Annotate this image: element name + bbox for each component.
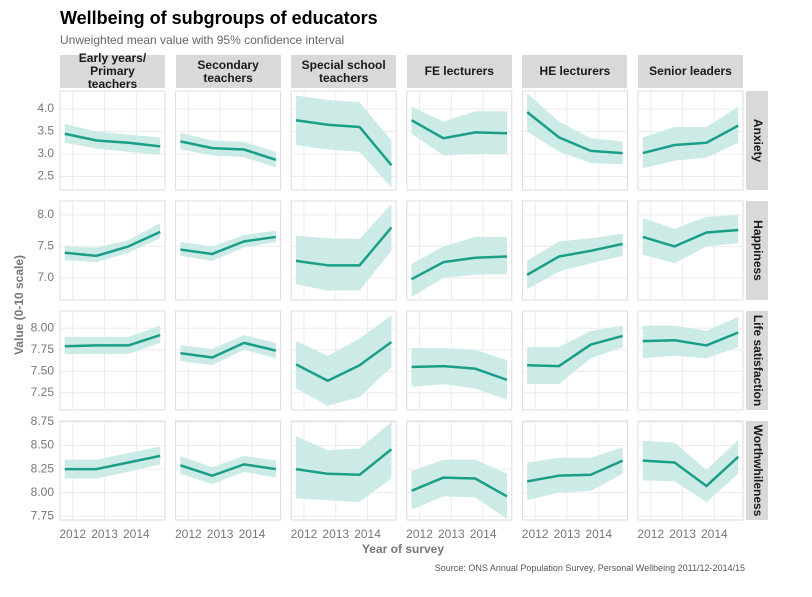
confidence-band xyxy=(64,446,161,479)
y-tick-label: 4.0 xyxy=(37,101,54,115)
mean-line xyxy=(642,331,739,347)
source-note: Source: ONS Annual Population Survey, Pe… xyxy=(435,563,745,573)
confidence-band xyxy=(411,236,508,297)
column-strip: Early years/ Primary teachers xyxy=(60,52,165,91)
row-strip-label: Anxiety xyxy=(751,119,765,163)
confidence-band xyxy=(527,233,623,290)
confidence-band xyxy=(295,95,392,188)
confidence-band xyxy=(642,106,739,169)
x-tick-label: 2012 xyxy=(175,527,202,541)
mean-line xyxy=(295,448,393,476)
x-tick-label: 2012 xyxy=(59,527,86,541)
y-axis-label: Value (0-10 scale) xyxy=(12,255,26,355)
y-tick-label: 3.5 xyxy=(37,124,54,138)
confidence-band xyxy=(295,421,392,503)
x-tick-label: 2013 xyxy=(554,527,581,541)
y-tick-label: 8.25 xyxy=(31,461,55,475)
column-strip: Secondary teachers xyxy=(175,55,281,88)
column-strip: FE lecturers xyxy=(406,55,512,88)
confidence-band xyxy=(527,93,623,165)
y-tick-label: 7.25 xyxy=(31,385,55,399)
confidence-band xyxy=(411,348,508,400)
mean-line xyxy=(295,340,393,382)
x-tick-label: 2013 xyxy=(322,527,349,541)
mean-line xyxy=(295,226,393,267)
mean-line xyxy=(64,454,161,471)
confidence-band xyxy=(295,315,392,406)
column-strip: HE lecturers xyxy=(522,55,628,88)
row-strip-label: Worthwhileness xyxy=(751,425,765,517)
mean-line xyxy=(64,230,161,258)
mean-line xyxy=(410,119,508,140)
y-tick-label: 3.0 xyxy=(37,146,54,160)
confidence-band xyxy=(295,204,392,291)
y-tick-label: 2.5 xyxy=(37,169,54,183)
mean-line xyxy=(180,235,276,256)
y-tick-label: 7.5 xyxy=(37,239,54,253)
mean-line xyxy=(526,459,624,483)
confidence-band xyxy=(64,325,161,355)
row-strip-bg xyxy=(746,311,768,410)
x-tick-label: 2014 xyxy=(585,527,612,541)
row-strip-bg xyxy=(746,201,768,300)
x-tick-label: 2013 xyxy=(669,527,696,541)
x-tick-label: 2014 xyxy=(701,527,728,541)
confidence-band xyxy=(180,132,276,168)
mean-line xyxy=(642,455,740,488)
row-strip-label: Happiness xyxy=(751,220,765,281)
mean-line xyxy=(526,242,623,276)
confidence-band xyxy=(642,317,739,359)
mean-line xyxy=(410,255,508,281)
confidence-band xyxy=(642,439,739,503)
x-tick-label: 2014 xyxy=(470,527,497,541)
x-tick-label: 2012 xyxy=(522,527,549,541)
x-tick-label: 2014 xyxy=(239,527,266,541)
mean-line xyxy=(180,341,277,359)
y-tick-label: 8.00 xyxy=(31,485,55,499)
y-tick-label: 8.50 xyxy=(31,438,55,452)
x-tick-label: 2013 xyxy=(207,527,234,541)
row-strip-bg xyxy=(746,421,768,520)
x-tick-label: 2013 xyxy=(91,527,118,541)
row-strip-label: Life satisfaction xyxy=(751,315,765,406)
column-strip: Special school teachers xyxy=(291,55,397,88)
confidence-band xyxy=(64,223,161,263)
mean-line xyxy=(411,364,508,382)
x-tick-label: 2012 xyxy=(406,527,433,541)
panel-bg xyxy=(59,310,166,411)
x-tick-label: 2012 xyxy=(291,527,318,541)
confidence-band xyxy=(64,123,161,155)
row-strip-bg xyxy=(746,91,768,190)
confidence-band xyxy=(411,459,508,520)
mean-line xyxy=(295,119,393,167)
y-tick-label: 8.75 xyxy=(31,414,55,428)
chart-subtitle: Unweighted mean value with 95% confidenc… xyxy=(60,33,344,47)
x-tick-label: 2012 xyxy=(637,527,664,541)
y-tick-label: 7.50 xyxy=(31,363,55,377)
mean-line xyxy=(642,228,739,248)
x-tick-label: 2014 xyxy=(354,527,381,541)
x-tick-label: 2014 xyxy=(123,527,150,541)
mean-line xyxy=(179,463,277,477)
y-tick-label: 7.0 xyxy=(37,270,54,284)
column-strip: Senior leaders xyxy=(638,55,743,88)
y-tick-label: 8.00 xyxy=(31,320,55,334)
mean-line xyxy=(64,333,161,348)
mean-line xyxy=(180,140,277,162)
y-tick-label: 7.75 xyxy=(31,342,55,356)
mean-line xyxy=(411,476,508,498)
y-tick-label: 8.0 xyxy=(37,207,54,221)
chart-title: Wellbeing of subgroups of educators xyxy=(60,8,378,28)
confidence-band xyxy=(411,106,508,156)
y-tick-label: 7.75 xyxy=(31,508,55,522)
mean-line xyxy=(527,334,623,368)
mean-line xyxy=(642,124,739,155)
mean-line xyxy=(64,132,161,148)
confidence-band xyxy=(527,447,623,501)
x-axis-label: Year of survey xyxy=(362,542,444,556)
x-tick-label: 2013 xyxy=(438,527,465,541)
mean-line xyxy=(526,111,623,155)
